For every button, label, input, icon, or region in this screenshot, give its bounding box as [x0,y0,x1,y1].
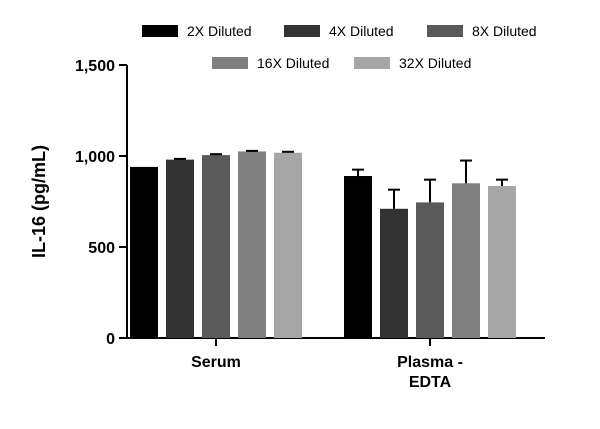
bar [452,183,480,338]
y-axis-title: IL-16 (pg/mL) [29,145,49,258]
legend-label: 4X Diluted [329,23,394,39]
labels: 0 500 1,000 1,500 IL-16 (pg/mL) Serum Plasma -… [29,58,463,391]
legend-label: 16X Diluted [257,55,329,71]
legend-label: 8X Diluted [472,23,537,39]
bar [238,151,266,338]
bar [380,208,408,338]
bar [488,186,516,338]
bars [130,149,516,338]
x-tick-label: Plasma - [397,354,463,371]
bar [274,152,302,338]
x-tick-label: EDTA [409,374,452,391]
x-tick-label: Serum [191,354,241,371]
bar [344,176,372,338]
y-tick-label: 500 [88,240,115,257]
legend-label: 32X Diluted [399,55,471,71]
bar [416,202,444,338]
legend-label: 2X Diluted [187,23,252,39]
y-tick-label: 1,500 [75,58,115,75]
legend-swatch [212,57,248,69]
y-tick-label: 0 [106,331,115,348]
legend-swatch [354,57,390,69]
bar [130,166,158,338]
y-tick-label: 1,000 [75,149,115,166]
legend-swatch [427,25,463,37]
legend: 2X Diluted 4X Diluted 8X Diluted 16X Dilute… [142,23,537,71]
legend-swatch [284,25,320,37]
bar [202,155,230,338]
bar [166,159,194,338]
legend-swatch [142,25,178,37]
